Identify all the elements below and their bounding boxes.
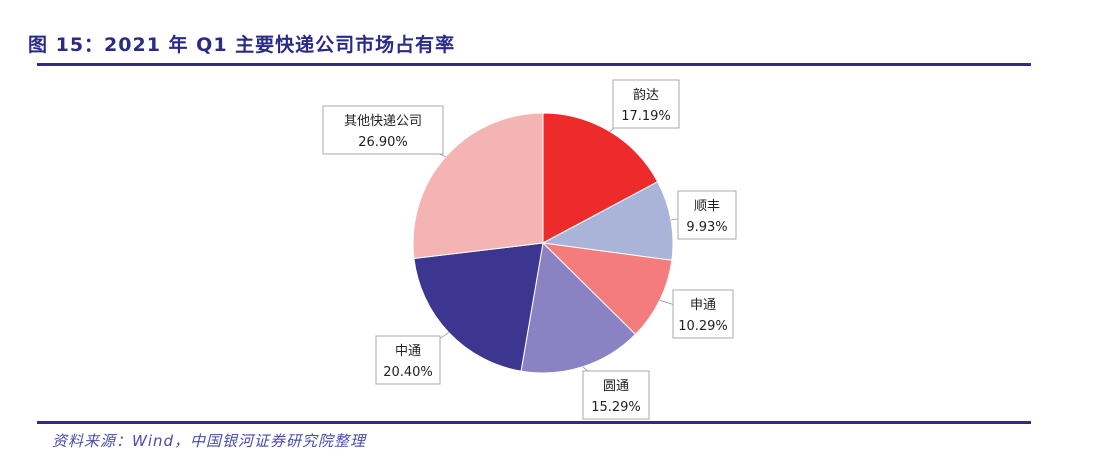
data-label-box [322,105,444,155]
pie-slice-group: 圆通 15.29% [520,241,650,420]
source-note: 资料来源：Wind，中国银河证券研究院整理 [52,432,367,450]
pie-slice-group: 中通 20.40% [375,242,544,385]
pie-slice-group: 韵达 17.19% [542,79,680,244]
slice-label: 中通 [395,344,421,359]
slice-label: 韵达 [633,88,659,103]
pie-slice [541,181,674,261]
data-label-box [672,289,734,339]
slice-value: 15.29% [591,400,641,415]
pie-slice-group: 申通 10.29% [541,242,734,339]
source-rule [37,421,1031,424]
slice-value: 26.90% [358,135,408,150]
slice-label: 其他快递公司 [344,114,422,129]
data-label-box [612,79,680,129]
pie-slice [541,242,673,336]
chart-title: 图 15：2021 年 Q1 主要快递公司市场占有率 [28,34,456,56]
slice-value: 9.93% [686,220,727,235]
slice-value: 10.29% [678,319,728,334]
slice-label: 顺丰 [694,199,720,214]
pie-slice-group: 顺丰 9.93% [541,181,737,261]
slice-label: 圆通 [603,379,629,394]
title-rule [37,63,1031,66]
data-label-box [677,190,737,240]
pie-slice [542,112,659,244]
pie-slice-group: 其他快递公司 26.90% [322,105,544,260]
slice-value: 17.19% [621,109,671,124]
slice-label: 申通 [690,298,716,313]
data-label-box [375,335,441,385]
data-label-box [582,370,650,420]
slice-value: 20.40% [383,365,433,380]
